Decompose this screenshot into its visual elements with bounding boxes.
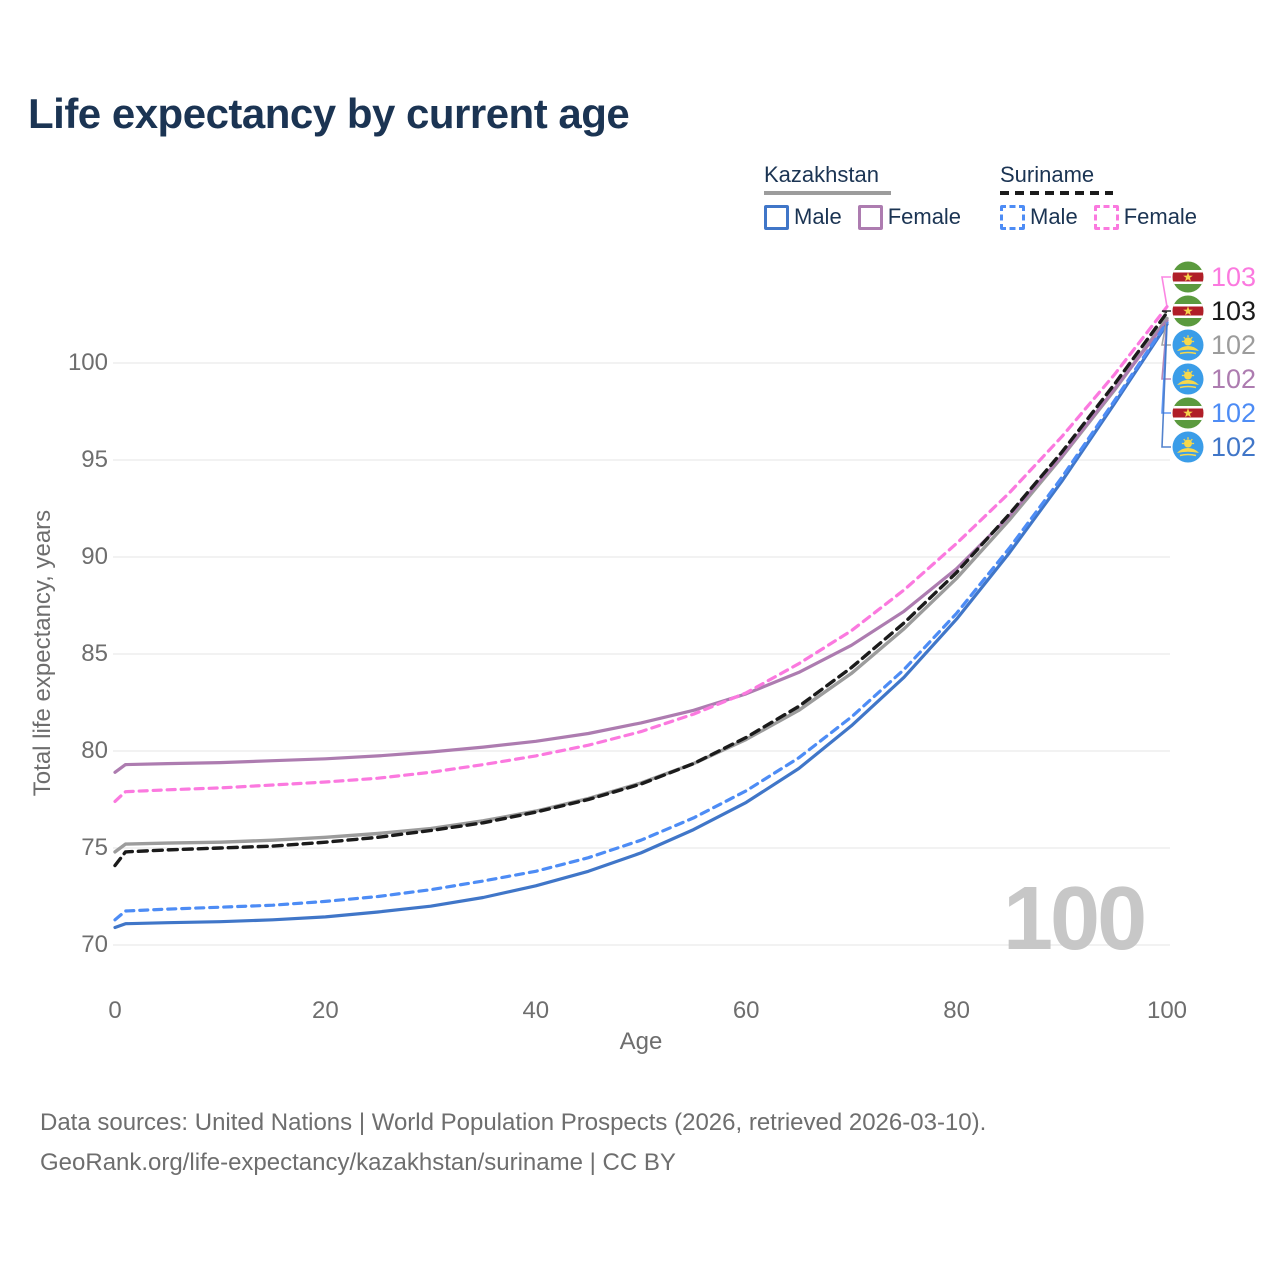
x-tick-20: 20 [312, 997, 339, 1024]
age-watermark: 100 [1003, 869, 1147, 969]
suriname-underline-swatch [1000, 191, 1113, 195]
series-line-suriname-male[interactable] [113, 320, 1169, 922]
legend-item-suriname-female[interactable]: Female [1093, 204, 1198, 230]
x-tick-0: 0 [108, 997, 122, 1024]
end-label-suriname-both-sexes: 103 [1172, 295, 1256, 327]
kazakhstan-underline-swatch [764, 191, 891, 195]
footer-attribution: GeoRank.org/life-expectancy/kazakhstan/s… [40, 1149, 676, 1176]
y-tick-95: 95 [81, 446, 108, 473]
y-axis-title: Total life expectancy, years [29, 509, 56, 797]
end-label-suriname-male: 102 [1172, 397, 1256, 429]
kazakhstan-flag-icon [1172, 431, 1204, 463]
x-axis-title: Age [619, 1028, 663, 1055]
legend-item-kazakhstan-female[interactable]: Female [857, 204, 962, 230]
end-label-connector [1161, 318, 1171, 346]
y-tick-85: 85 [81, 640, 108, 667]
footer: Data sources: United Nations | World Pop… [40, 1103, 986, 1183]
x-tick-80: 80 [943, 997, 970, 1024]
kazakhstan-female-swatch-icon[interactable] [857, 204, 883, 230]
end-label-connector [1161, 310, 1171, 314]
y-tick-90: 90 [81, 543, 108, 570]
footer-data-sources: Data sources: United Nations | World Pop… [40, 1109, 987, 1136]
end-label-kazakhstan-both-sexes: 102 [1172, 329, 1256, 361]
suriname-flag-icon [1172, 397, 1204, 429]
x-tick-40: 40 [522, 997, 550, 1024]
kazakhstan-flag-icon [1172, 363, 1204, 395]
legend-group-kazakhstan: Kazakhstan Male Female [764, 162, 961, 230]
end-label-value: 103 [1211, 262, 1257, 292]
legend-label: Male [794, 204, 842, 229]
legend-label: Female [887, 204, 962, 229]
legend-item-kazakhstan-male[interactable]: Male [764, 204, 842, 230]
legend-label: Female [1123, 204, 1198, 229]
legend-country-suriname[interactable]: Suriname [1000, 162, 1095, 187]
series-line-suriname-both-sexes[interactable] [113, 310, 1169, 868]
end-label-value: 103 [1211, 296, 1257, 326]
series-line-suriname-female[interactable] [113, 305, 1169, 804]
end-label-kazakhstan-male: 102 [1172, 431, 1256, 463]
series-line-kazakhstan-both-sexes[interactable] [113, 316, 1169, 854]
page-title: Life expectancy by current age [28, 90, 630, 137]
end-label-suriname-female: 103 [1172, 261, 1256, 293]
suriname-male-swatch-icon[interactable] [1000, 204, 1025, 230]
x-tick-100: 100 [1146, 997, 1188, 1024]
suriname-flag-icon [1172, 261, 1204, 293]
end-label-connector [1161, 324, 1171, 448]
end-label-kazakhstan-female: 102 [1172, 363, 1256, 395]
y-tick-75: 75 [81, 834, 108, 861]
end-label-value: 102 [1211, 398, 1257, 428]
legend-country-kazakhstan[interactable]: Kazakhstan [764, 162, 879, 187]
end-label-value: 102 [1211, 364, 1257, 394]
end-label-value: 102 [1211, 330, 1257, 360]
y-tick-100: 100 [67, 349, 108, 376]
legend-group-suriname: Suriname Male Female [1000, 162, 1197, 230]
suriname-female-swatch-icon[interactable] [1093, 204, 1119, 230]
legend-item-suriname-male[interactable]: Male [1000, 204, 1078, 230]
end-label-value: 102 [1211, 432, 1257, 462]
x-tick-60: 60 [732, 997, 760, 1024]
kazakhstan-male-swatch-icon[interactable] [764, 204, 789, 230]
end-label-connector [1161, 276, 1171, 307]
y-tick-80: 80 [81, 737, 108, 764]
y-tick-70: 70 [81, 931, 108, 958]
kazakhstan-flag-icon [1172, 329, 1204, 361]
suriname-flag-icon [1172, 295, 1204, 327]
series-line-kazakhstan-male[interactable] [113, 322, 1169, 930]
legend-label: Male [1030, 204, 1078, 229]
